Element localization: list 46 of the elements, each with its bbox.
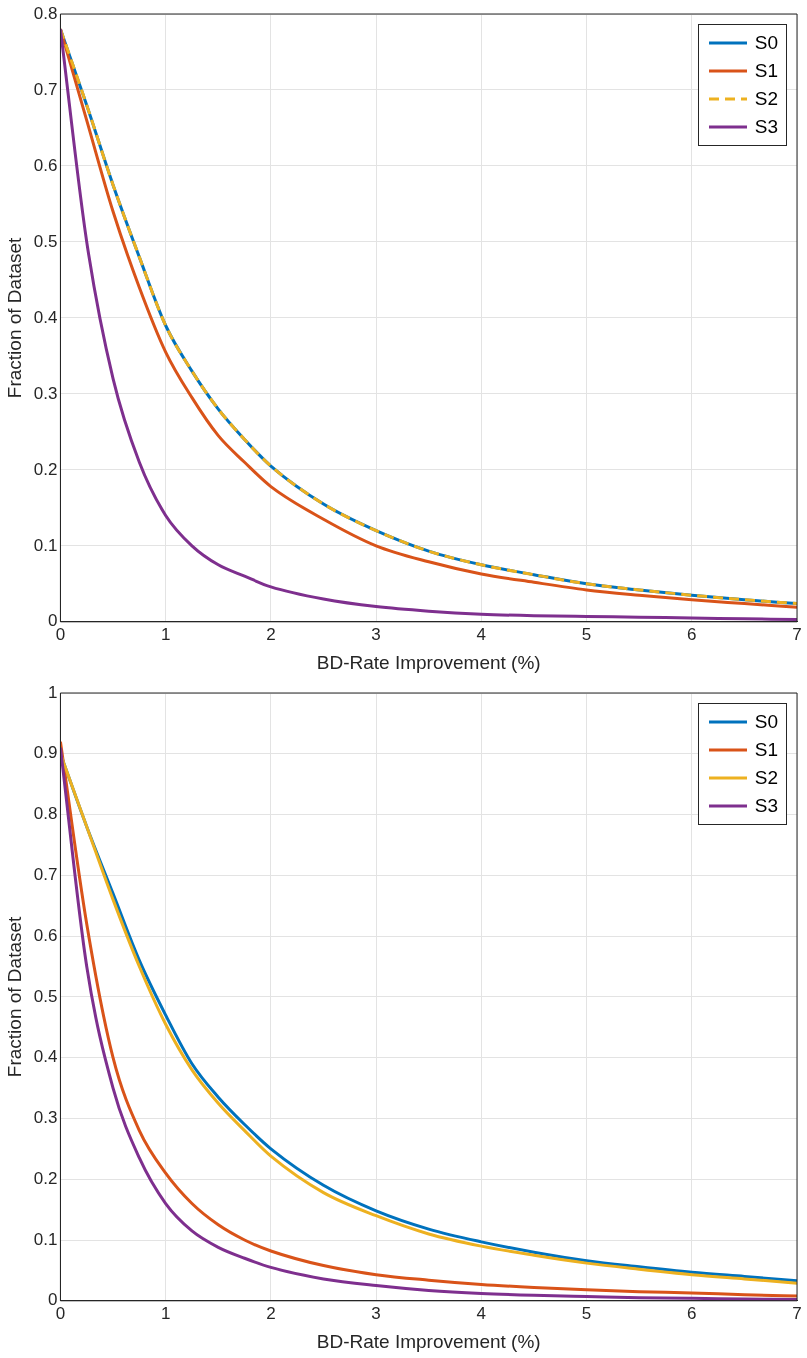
y-tick-label: 0.4 <box>33 307 58 327</box>
x-tick-label: 5 <box>581 624 592 644</box>
x-tick-label: 1 <box>160 1303 171 1323</box>
y-tick-label: 0.3 <box>33 383 58 403</box>
y-tick-label: 0.5 <box>33 986 58 1006</box>
y-tick-label: 0.5 <box>33 231 58 251</box>
y-tick-label: 0.9 <box>33 743 58 763</box>
y-tick-label: 0.2 <box>33 1168 58 1188</box>
y-tick-label: 0.1 <box>33 535 58 555</box>
y-tick-label: 1 <box>47 682 58 702</box>
y-tick-label: 0.7 <box>33 79 58 99</box>
x-tick-label: 2 <box>266 1303 276 1323</box>
legend-label: S3 <box>754 116 778 138</box>
legend-label: S2 <box>754 88 778 110</box>
legend-label: S0 <box>754 32 778 54</box>
x-tick-label: 2 <box>266 624 276 644</box>
legend-label: S3 <box>754 795 778 817</box>
x-tick-label: 3 <box>371 1303 381 1323</box>
legend-label: S1 <box>754 739 778 761</box>
y-tick-label: 0.8 <box>33 3 58 23</box>
x-axis-title: BD-Rate Improvement (%) <box>316 1330 541 1352</box>
x-tick-label: 7 <box>792 624 802 644</box>
y-tick-label: 0.8 <box>33 804 58 824</box>
y-axis-title: Fraction of Dataset <box>3 915 25 1078</box>
x-tick-label: 1 <box>160 624 171 644</box>
y-tick-label: 0.1 <box>33 1229 58 1249</box>
y-tick-label: 0.7 <box>33 865 58 885</box>
y-tick-label: 0.6 <box>33 925 58 945</box>
x-axis-title: BD-Rate Improvement (%) <box>316 651 541 673</box>
x-tick-label: 4 <box>476 1303 487 1323</box>
y-tick-label: 0.4 <box>33 1047 58 1067</box>
y-axis-title: Fraction of Dataset <box>3 236 25 399</box>
x-tick-label: 7 <box>792 1303 802 1323</box>
legend-label: S1 <box>754 60 778 82</box>
x-tick-label: 6 <box>687 1303 697 1323</box>
y-tick-label: 0 <box>47 611 58 631</box>
x-tick-label: 5 <box>581 1303 592 1323</box>
legend-label: S0 <box>754 711 778 733</box>
x-tick-label: 4 <box>476 624 487 644</box>
x-tick-label: 3 <box>371 624 381 644</box>
x-tick-label: 6 <box>687 624 697 644</box>
y-tick-label: 0.2 <box>33 459 58 479</box>
y-tick-label: 0 <box>47 1290 58 1310</box>
legend-label: S2 <box>754 767 778 789</box>
y-tick-label: 0.6 <box>33 155 58 175</box>
y-tick-label: 0.3 <box>33 1108 58 1128</box>
